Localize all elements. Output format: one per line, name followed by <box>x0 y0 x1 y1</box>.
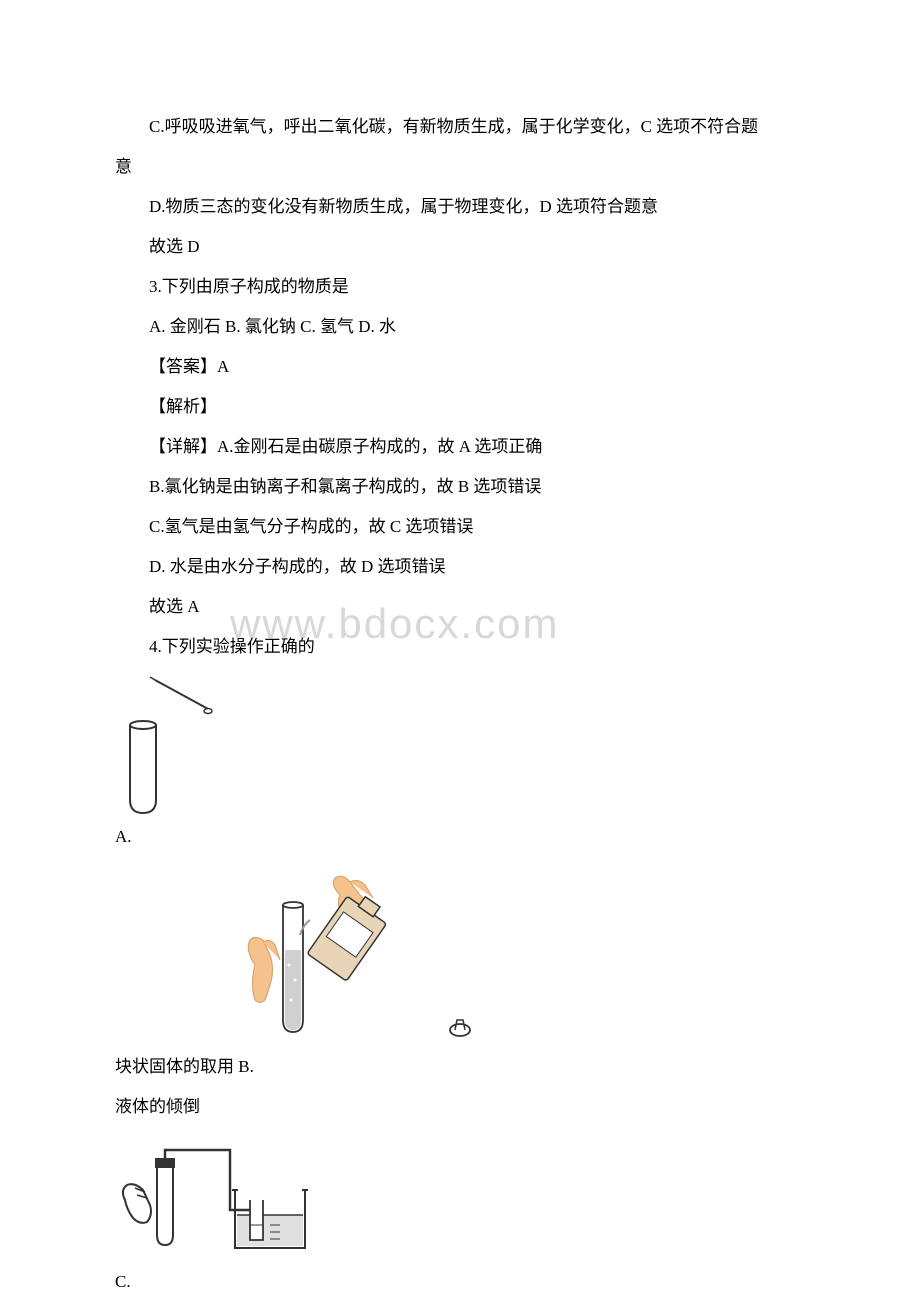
text-line: C.呼吸吸进氧气，呼出二氧化碳，有新物质生成，属于化学变化，C 选项不符合题 <box>115 110 820 144</box>
text-line: D.物质三态的变化没有新物质生成，属于物理变化，D 选项符合题意 <box>115 190 820 224</box>
text-line: A. 金刚石 B. 氯化钠 C. 氢气 D. 水 <box>115 310 820 344</box>
text-line: D. 水是由水分子构成的，故 D 选项错误 <box>115 550 820 584</box>
figure-pouring-liquid <box>155 870 485 1050</box>
text-line: 意 <box>115 150 820 184</box>
text-line: 块状固体的取用 B. <box>115 1050 820 1084</box>
text-line: C.氢气是由氢气分子构成的，故 C 选项错误 <box>115 510 820 544</box>
text-line: 故选 A <box>115 590 820 624</box>
text-line: 【答案】A <box>115 350 820 384</box>
text-line: 液体的倾倒 <box>115 1090 820 1124</box>
option-a-label: A. <box>115 820 132 854</box>
text-line: 【解析】 <box>115 390 820 424</box>
figure-test-tube-dropping-solid <box>115 675 245 820</box>
text-line: B.氯化钠是由钠离子和氯离子构成的，故 B 选项错误 <box>115 470 820 504</box>
text-line: 【详解】A.金刚石是由碳原子构成的，故 A 选项正确 <box>115 430 820 464</box>
figure-gas-collection <box>115 1140 315 1265</box>
option-c-label: C. <box>115 1265 131 1299</box>
text-line: 3.下列由原子构成的物质是 <box>115 270 820 304</box>
text-line: 故选 D <box>115 230 820 264</box>
document-content: C.呼吸吸进氧气，呼出二氧化碳，有新物质生成，属于化学变化，C 选项不符合题 意… <box>0 110 920 1299</box>
text-line: 4.下列实验操作正确的 <box>115 630 820 664</box>
